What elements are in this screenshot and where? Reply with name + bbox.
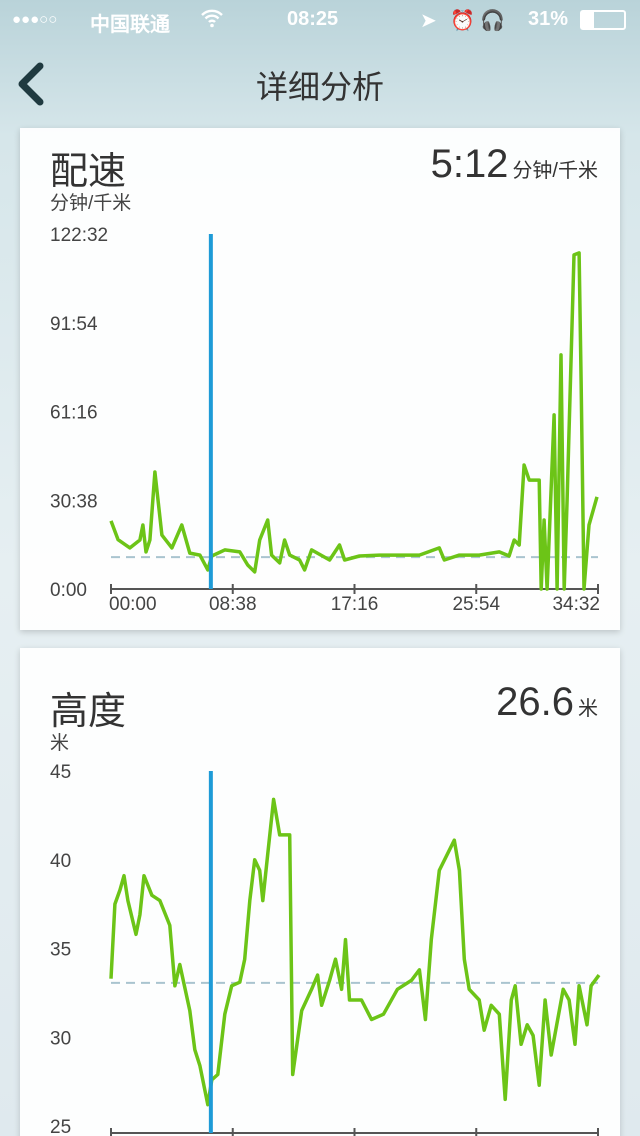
location-icon: ➤ [420,10,437,32]
altitude-series-line [109,797,601,1107]
chevron-left-icon [18,62,44,106]
y-tick-label: 122:32 [50,225,108,246]
y-tick-label: 40 [50,851,71,872]
pace-title: 配速 [50,151,127,193]
y-tick-label: 35 [50,940,71,961]
pace-value: 5:12 分钟/千米 [430,142,598,186]
x-tick-label: 08:38 [209,594,257,615]
y-tick-label: 61:16 [50,403,98,424]
y-tick-label: 91:54 [50,314,98,335]
carrier: 中国联通 [90,14,170,36]
x-tick-label: 34:32 [552,594,600,615]
page-title: 详细分析 [255,69,384,105]
clock: 08:25 [287,8,339,30]
altitude-title: 高度 [50,691,127,733]
pace-series-line [109,251,599,591]
back-button[interactable] [14,62,50,106]
altitude-unit: 米 [50,733,70,754]
headphones-icon: 🎧 [480,10,505,32]
nav-bar: 详细分析 [0,40,640,128]
altitude-value: 26.6 米 [496,680,598,724]
alarm-icon: ⏰ [450,10,475,32]
pace-unit: 分钟/千米 [50,193,132,214]
y-tick-label: 30:38 [50,491,98,512]
x-tick-label: 00:00 [109,594,157,615]
battery-icon [580,10,626,30]
y-tick-label: 30 [50,1028,71,1049]
y-tick-label: 0:00 [50,580,87,601]
signal-strength: ●●●○○ [12,11,58,28]
battery-percent: 31% [528,8,569,30]
x-tick-label: 25:54 [452,594,500,615]
y-tick-label: 25 [50,1117,71,1136]
pace-chart[interactable]: 122:32 91:54 61:16 30:38 0:00 00:00 08:38 17:16… [50,225,600,615]
wifi-icon [200,6,224,36]
status-bar: ●●●○○ 中国联通 08:25 ➤ ⏰ 🎧 31% [0,0,640,40]
x-tick-label: 17:16 [331,594,379,615]
y-tick-label: 45 [50,762,71,783]
